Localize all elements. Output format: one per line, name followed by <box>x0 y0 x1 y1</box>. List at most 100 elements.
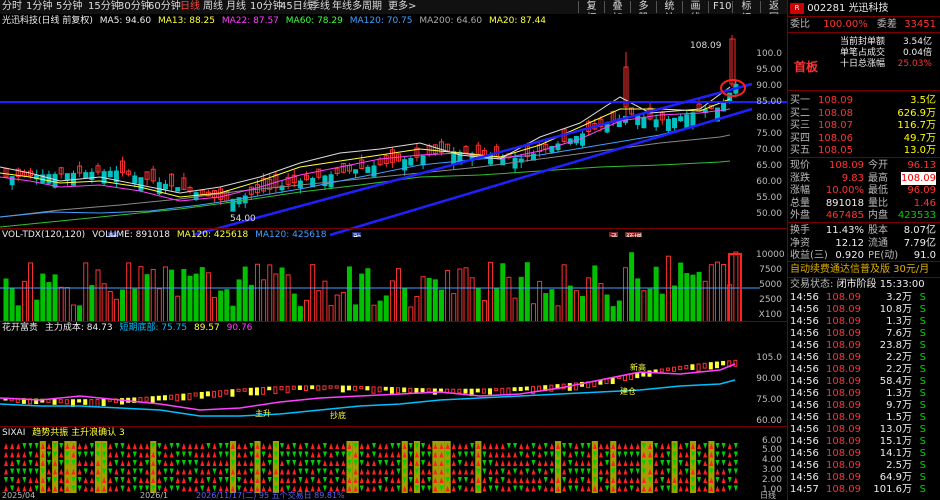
fuquan-button[interactable]: 复权 <box>578 1 604 24</box>
volume-bar <box>641 290 647 322</box>
renewal-ad[interactable]: 自动续费通达信普及版 30元/月 <box>790 264 930 275</box>
trendline-upper[interactable] <box>329 107 753 237</box>
volume-bar <box>463 267 469 322</box>
trendline-lower[interactable] <box>192 82 753 237</box>
period-tab-fenshi[interactable]: 分时 <box>2 1 22 12</box>
arrow-up-icon <box>280 477 284 483</box>
volume-bar <box>518 276 524 322</box>
orderbook-row[interactable]: 买三 108.07 116.7万 <box>790 119 940 132</box>
mark-button[interactable]: 标记 <box>732 1 760 24</box>
arrow-down-icon <box>537 485 542 492</box>
period-tab-30min[interactable]: 30分钟 <box>118 1 151 12</box>
volume-bar <box>144 274 150 322</box>
volume-bar <box>291 293 297 322</box>
tick-row[interactable]: 14:56 108.09 58.4万 S <box>790 376 926 387</box>
tick-row[interactable]: 14:56 108.09 15.1万 S <box>790 436 926 447</box>
tick-row[interactable]: 14:56 108.09 64.9万 S <box>790 472 926 483</box>
tick-row[interactable]: 14:56 108.09 2.5万 S <box>790 460 926 471</box>
tick-row[interactable]: 14:56 108.09 13.0万 S <box>790 424 926 435</box>
tick-row[interactable]: 14:56 108.09 1.3万 S <box>790 316 926 327</box>
arrow-up-icon <box>660 468 665 475</box>
arrow-up-icon <box>721 485 726 492</box>
orderbook-row[interactable]: 买四 108.06 49.7万 <box>790 132 940 145</box>
arrow-up-icon <box>525 485 530 492</box>
period-tab-monthly[interactable]: 月线 <box>226 1 246 12</box>
arrow-up-icon <box>34 460 39 466</box>
overlay-button[interactable]: 叠加 <box>604 1 630 24</box>
tick-row[interactable]: 14:56 108.09 3.2万 S <box>790 292 926 303</box>
indicator2-chart[interactable]: 新高 主升 抄底 建仓 <box>0 334 787 426</box>
arrow-up-icon <box>16 451 21 458</box>
arrow-down-icon <box>273 451 278 458</box>
period-tab-1min[interactable]: 1分钟 <box>26 1 53 12</box>
ind2-bar <box>162 395 167 401</box>
period-tab-45day[interactable]: 45日线 <box>280 1 313 12</box>
tick-row[interactable]: 14:56 108.09 23.8万 S <box>790 340 926 351</box>
arrow-down-icon <box>151 443 156 449</box>
tick-row[interactable]: 14:56 108.09 2.2万 S <box>790 352 926 363</box>
volume-bar <box>89 285 95 322</box>
orderbook-row[interactable]: 买二 108.08 626.9万 <box>790 107 940 120</box>
arrow-down-icon <box>727 485 732 492</box>
ind2-bar <box>494 388 499 392</box>
period-tab-weekly[interactable]: 周线 <box>203 1 223 12</box>
tick-row[interactable]: 14:56 108.09 14.1万 S <box>790 448 926 459</box>
marker-yuzeng[interactable]: 预增 <box>626 232 642 237</box>
arrow-up-icon <box>40 477 45 483</box>
tick-row[interactable]: 14:56 108.09 2.2万 S <box>790 364 926 375</box>
arrow-down-icon <box>703 443 708 449</box>
f10-button[interactable]: F10 <box>708 1 732 13</box>
ind3-highlight <box>401 441 408 493</box>
volume-chart[interactable] <box>0 242 787 322</box>
stats-button[interactable]: 统计 <box>656 1 682 24</box>
marker-rong[interactable]: 融 <box>353 232 361 237</box>
volume-bar <box>377 300 383 322</box>
arrow-down-icon <box>304 468 309 475</box>
indicator3-chart[interactable] <box>0 439 787 499</box>
tick-row[interactable]: 14:56 108.09 1.5万 S <box>790 412 926 423</box>
tick-row[interactable]: 14:56 108.09 9.7万 S <box>790 400 926 411</box>
orderbook-row[interactable]: 买五 108.05 13.0万 <box>790 144 940 157</box>
period-tab-60min[interactable]: 60分钟 <box>148 1 181 12</box>
period-tab-10min[interactable]: 10分钟 <box>250 1 283 12</box>
ind2-bar <box>500 387 505 396</box>
arrow-down-icon <box>77 485 82 492</box>
multi-stock-button[interactable]: 多股 <box>630 1 656 24</box>
arrow-up-icon <box>77 443 82 449</box>
tick-row[interactable]: 14:56 108.09 10.8万 S <box>790 304 926 315</box>
tick-row[interactable]: 14:56 108.09 7.6万 S <box>790 328 926 339</box>
marker-cheng[interactable]: 承 <box>610 233 618 237</box>
arrow-up-icon <box>378 451 383 458</box>
ind2-bar <box>193 392 198 397</box>
arrow-up-icon <box>267 451 272 458</box>
tick-row[interactable]: 14:56 108.09 1.3万 S <box>790 388 926 399</box>
arrow-down-icon <box>629 485 634 492</box>
chart-area[interactable]: 光迅科技(日线 前复权) MA5: 94.60 MA13: 88.25 MA22… <box>0 14 787 500</box>
arrow-up-icon <box>188 443 192 449</box>
arrow-down-icon <box>574 451 579 458</box>
date-label: 2026/1 <box>140 491 169 500</box>
period-tab-multi[interactable]: 多周期 <box>352 1 382 12</box>
back-button[interactable]: 返回 <box>760 1 787 24</box>
arrow-up-icon <box>163 460 168 466</box>
marker-cai[interactable]: 财 <box>109 232 117 237</box>
arrow-down-icon <box>568 443 573 449</box>
period-tab-more[interactable]: 更多> <box>388 1 417 12</box>
orderbook-row[interactable]: 买一 108.09 3.5亿 <box>790 94 940 107</box>
arrow-up-icon <box>666 443 671 449</box>
arrow-up-icon <box>721 468 726 475</box>
arrow-down-icon <box>635 468 640 475</box>
vol-ma120: MA120: 425618 <box>176 230 249 240</box>
draw-line-button[interactable]: 画线 <box>682 1 708 24</box>
tick-row[interactable]: 14:57 108.09 101.6万 S <box>790 484 926 495</box>
period-tab-yearly[interactable]: 年线 <box>332 1 352 12</box>
period-tab-5min[interactable]: 5分钟 <box>56 1 83 12</box>
arrow-up-icon <box>556 443 560 449</box>
orderbook-price: 108.06 <box>818 132 853 144</box>
period-tab-quarterly[interactable]: 季线 <box>310 1 330 12</box>
arrow-up-icon <box>151 451 156 458</box>
price-chart[interactable]: 108.09 54.00 财 融 承 预增 <box>0 27 787 237</box>
arrow-up-icon <box>617 468 622 475</box>
period-tab-daily[interactable]: 日线 <box>180 1 200 12</box>
period-tab-15min[interactable]: 15分钟 <box>88 1 121 12</box>
